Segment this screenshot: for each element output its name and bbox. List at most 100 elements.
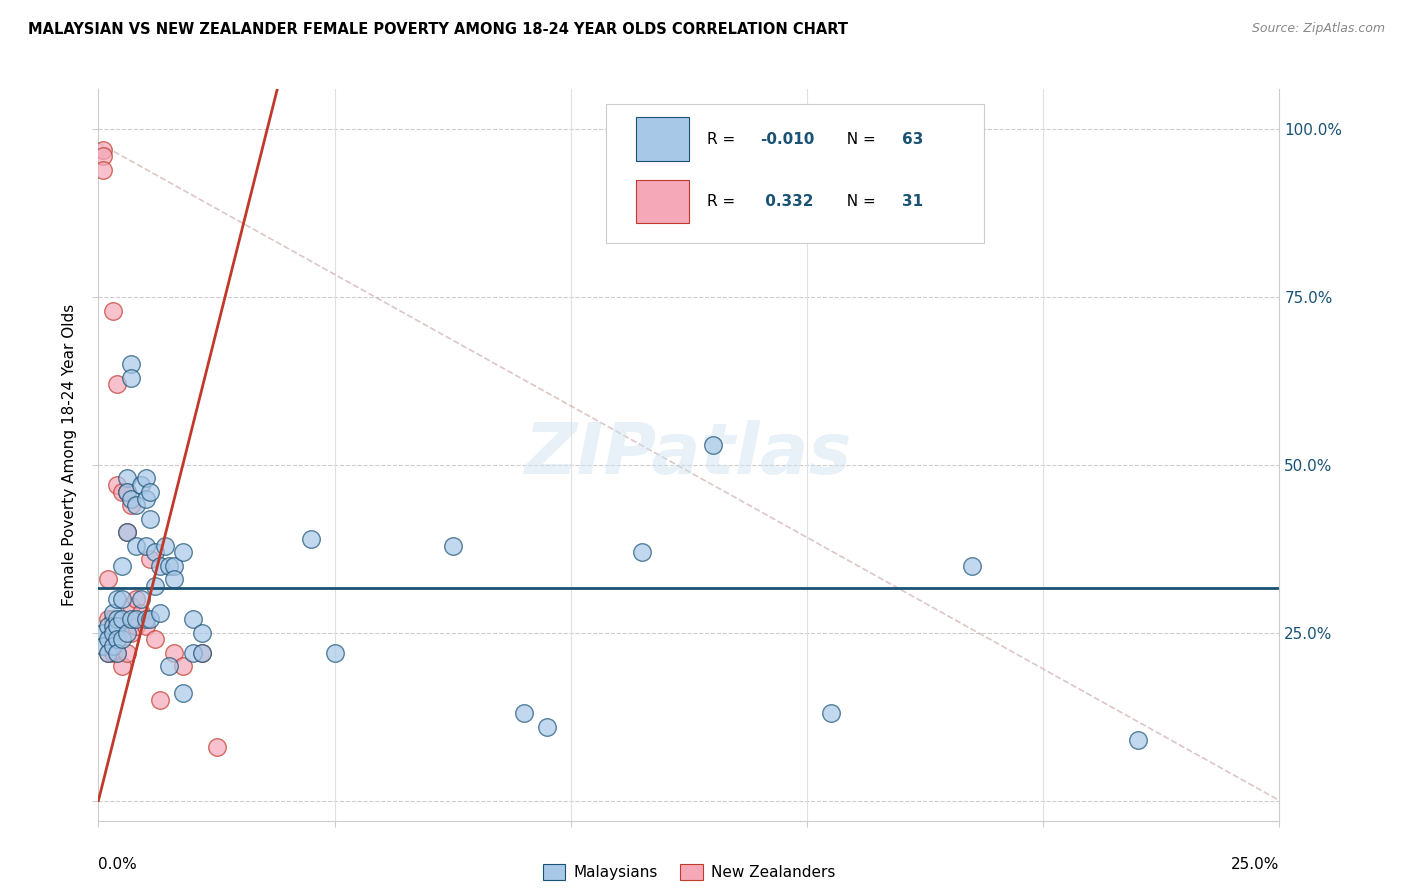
Point <box>111 558 134 573</box>
Point <box>105 592 128 607</box>
Point <box>441 539 464 553</box>
Point <box>172 659 194 673</box>
Point <box>153 539 176 553</box>
Point <box>97 572 120 586</box>
Point <box>191 625 214 640</box>
Point <box>115 525 138 540</box>
Point <box>111 632 134 647</box>
Point <box>172 545 194 559</box>
Point <box>125 539 148 553</box>
Point <box>129 606 152 620</box>
Point <box>115 625 138 640</box>
Point <box>163 558 186 573</box>
Point <box>536 720 558 734</box>
Text: R =: R = <box>707 194 740 209</box>
Point <box>135 471 157 485</box>
Point <box>149 558 172 573</box>
Point <box>125 498 148 512</box>
Y-axis label: Female Poverty Among 18-24 Year Olds: Female Poverty Among 18-24 Year Olds <box>62 304 77 606</box>
Text: ZIPatlas: ZIPatlas <box>526 420 852 490</box>
Point <box>630 545 652 559</box>
Point <box>135 539 157 553</box>
Point <box>101 646 124 660</box>
Point <box>115 484 138 499</box>
Point <box>91 625 114 640</box>
Point <box>97 619 120 633</box>
Text: 0.332: 0.332 <box>759 194 813 209</box>
Point <box>163 646 186 660</box>
Point <box>205 739 228 754</box>
Point <box>139 484 162 499</box>
FancyBboxPatch shape <box>636 118 689 161</box>
Point <box>139 552 162 566</box>
Point <box>139 511 162 525</box>
Point <box>135 619 157 633</box>
Point <box>101 619 124 633</box>
Point <box>91 639 114 653</box>
Point <box>105 612 128 626</box>
Point <box>181 612 204 626</box>
Point <box>129 592 152 607</box>
Text: 25.0%: 25.0% <box>1232 857 1279 872</box>
Text: R =: R = <box>707 132 740 146</box>
Point <box>101 303 124 318</box>
Text: 63: 63 <box>901 132 922 146</box>
Text: N =: N = <box>837 132 880 146</box>
Point <box>149 606 172 620</box>
Point <box>121 370 143 384</box>
Point <box>91 143 114 157</box>
Point <box>97 646 120 660</box>
Point <box>181 646 204 660</box>
Point <box>111 592 134 607</box>
Point <box>105 632 128 647</box>
Point <box>129 478 152 492</box>
Point <box>115 484 138 499</box>
Point <box>299 532 322 546</box>
Point <box>157 558 180 573</box>
Point <box>111 659 134 673</box>
FancyBboxPatch shape <box>636 179 689 223</box>
Point <box>512 706 534 721</box>
Point <box>111 612 134 626</box>
Legend: Malaysians, New Zealanders: Malaysians, New Zealanders <box>537 858 841 886</box>
Point <box>172 686 194 700</box>
Point <box>191 646 214 660</box>
Point <box>105 619 128 633</box>
Point <box>97 612 120 626</box>
Point <box>323 646 346 660</box>
Point <box>125 592 148 607</box>
Point <box>115 525 138 540</box>
Point <box>135 491 157 506</box>
Point <box>121 491 143 506</box>
Point <box>105 646 128 660</box>
Point <box>191 646 214 660</box>
Point <box>105 478 128 492</box>
Point <box>143 632 166 647</box>
Point <box>820 706 842 721</box>
Point <box>101 639 124 653</box>
Point <box>143 579 166 593</box>
Text: Source: ZipAtlas.com: Source: ZipAtlas.com <box>1251 22 1385 36</box>
Text: 31: 31 <box>901 194 922 209</box>
Point <box>121 612 143 626</box>
Text: -0.010: -0.010 <box>759 132 814 146</box>
Point <box>105 377 128 392</box>
Point <box>1126 733 1149 747</box>
Point <box>97 646 120 660</box>
Point <box>157 659 180 673</box>
Point <box>115 471 138 485</box>
Point <box>702 438 724 452</box>
Point <box>101 606 124 620</box>
Point <box>962 558 984 573</box>
Point <box>91 149 114 163</box>
Point <box>97 632 120 647</box>
Point <box>135 612 157 626</box>
Text: 0.0%: 0.0% <box>98 857 138 872</box>
Text: N =: N = <box>837 194 880 209</box>
Point <box>121 599 143 613</box>
Point <box>105 646 128 660</box>
Point <box>139 612 162 626</box>
FancyBboxPatch shape <box>606 103 984 243</box>
Point <box>101 612 124 626</box>
Point <box>111 484 134 499</box>
